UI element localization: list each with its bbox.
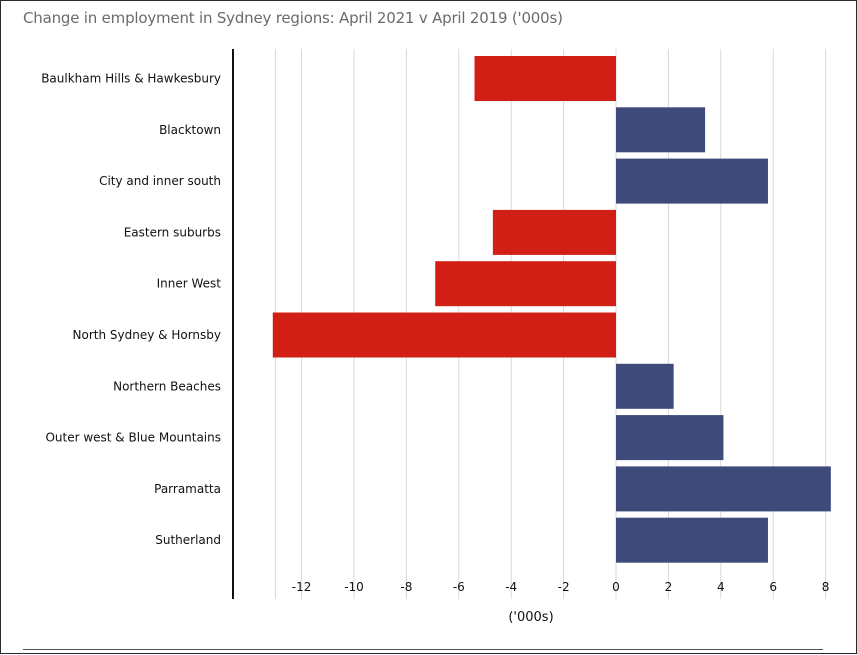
category-label: City and inner south [99,174,221,188]
x-tick-labels: -12 -10 -8 -6 -4 -2 0 2 4 6 8 [292,580,830,594]
bar [616,466,831,512]
category-label: North Sydney & Hornsby [73,328,221,342]
x-tick-label: 8 [822,580,830,594]
category-label: Sutherland [155,533,221,547]
category-labels: Baulkham Hills & Hawkesbury Blacktown City… [41,72,221,548]
bar [492,209,616,255]
x-tick-label: -10 [344,580,364,594]
x-tick-label: 4 [717,580,725,594]
x-tick-label: -6 [453,580,465,594]
x-tick-label: 0 [612,580,620,594]
bar [616,415,724,461]
x-axis-title: ('000s) [508,610,553,625]
x-tick-label: -2 [558,580,570,594]
category-label: Parramatta [154,482,221,496]
bottom-rule [23,649,823,650]
bar [616,107,706,153]
x-tick-label: -4 [505,580,517,594]
x-tick-label: -12 [292,580,312,594]
category-label: Eastern suburbs [124,225,221,239]
bars [272,56,831,563]
category-label: Outer west & Blue Mountains [45,431,221,445]
bar [616,158,768,204]
bar [272,312,616,358]
bar [616,517,768,563]
bar [435,261,616,307]
x-tick-label: 2 [665,580,673,594]
bar [616,363,674,409]
chart-title: Change in employment in Sydney regions: … [23,9,563,27]
category-label: Baulkham Hills & Hawkesbury [41,72,221,86]
x-tick-label: 6 [769,580,777,594]
bar [474,56,616,101]
category-label: Blacktown [159,123,221,137]
category-label: Inner West [157,277,222,291]
x-tick-label: -8 [400,580,412,594]
category-label: Northern Beaches [113,379,221,393]
